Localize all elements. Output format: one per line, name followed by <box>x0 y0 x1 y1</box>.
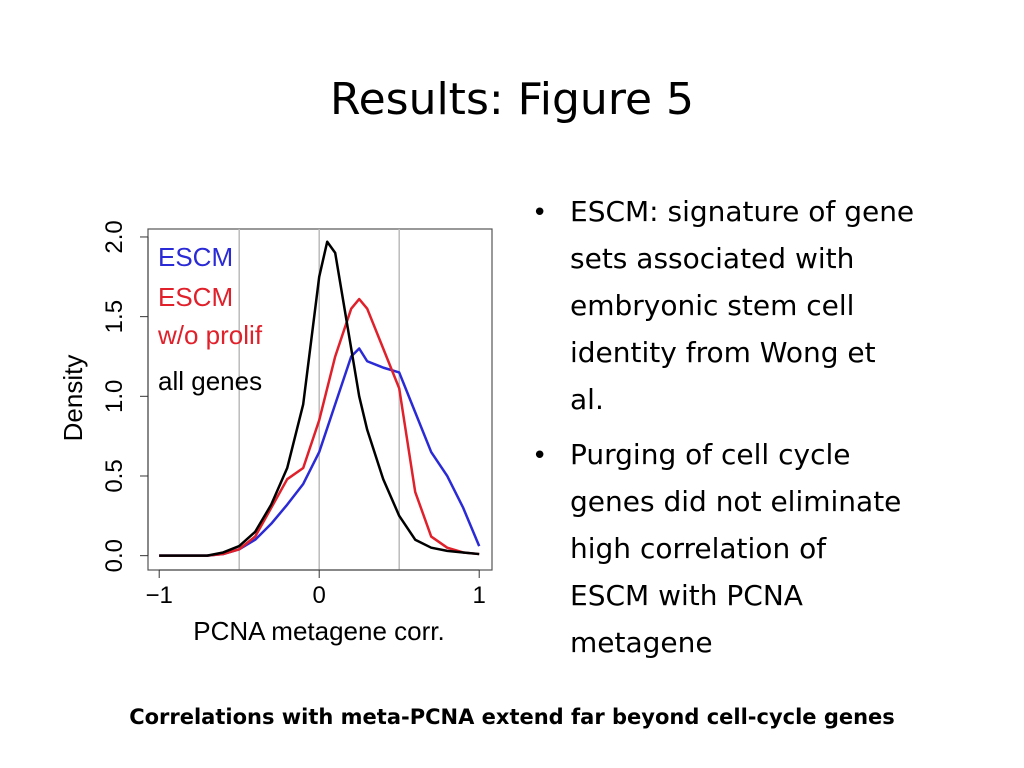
y-tick-label: 2.0 <box>101 220 128 253</box>
y-axis-label: Density <box>58 355 88 442</box>
x-tick-label: 0 <box>313 582 326 609</box>
legend-line: w/o prolif <box>157 320 263 350</box>
caption: Correlations with meta-PCNA extend far b… <box>129 705 895 729</box>
bullet-marker: • <box>532 198 547 228</box>
legend-entry: ESCM w/o prolif <box>157 282 263 350</box>
bullet-text: Purging of cell cycle <box>570 438 850 471</box>
x-tick-label: −1 <box>146 582 173 609</box>
legend-entry: all genes <box>158 366 262 396</box>
bullet-text: metagene <box>570 626 713 659</box>
legend-line: ESCM <box>158 282 233 312</box>
slide-title: Results: Figure 5 <box>330 74 694 125</box>
bullet-text: ESCM: signature of gene <box>570 195 914 228</box>
legend-entry: ESCM <box>158 242 233 272</box>
bullet-text: embryonic stem cell <box>570 289 854 322</box>
x-axis-label: PCNA metagene corr. <box>193 616 444 646</box>
bullet-text: ESCM with PCNA <box>570 579 803 612</box>
legend-line: ESCM <box>158 242 233 272</box>
bullet-text: genes did not eliminate <box>570 485 901 518</box>
y-tick-label: 1.0 <box>101 380 128 413</box>
y-tick-label: 0.5 <box>101 459 128 492</box>
x-tick-label: 1 <box>473 582 486 609</box>
bullet-text: high correlation of <box>570 532 827 565</box>
y-tick-label: 1.5 <box>101 300 128 333</box>
bullet-marker: • <box>532 441 547 471</box>
bullet-text: identity from Wong et <box>570 336 876 369</box>
bullet-text: al. <box>570 383 604 416</box>
y-tick-label: 0.0 <box>101 539 128 572</box>
density-line <box>159 297 480 557</box>
density-line <box>159 240 480 557</box>
legend-line: all genes <box>158 366 262 396</box>
bullet-text: sets associated with <box>570 242 854 275</box>
